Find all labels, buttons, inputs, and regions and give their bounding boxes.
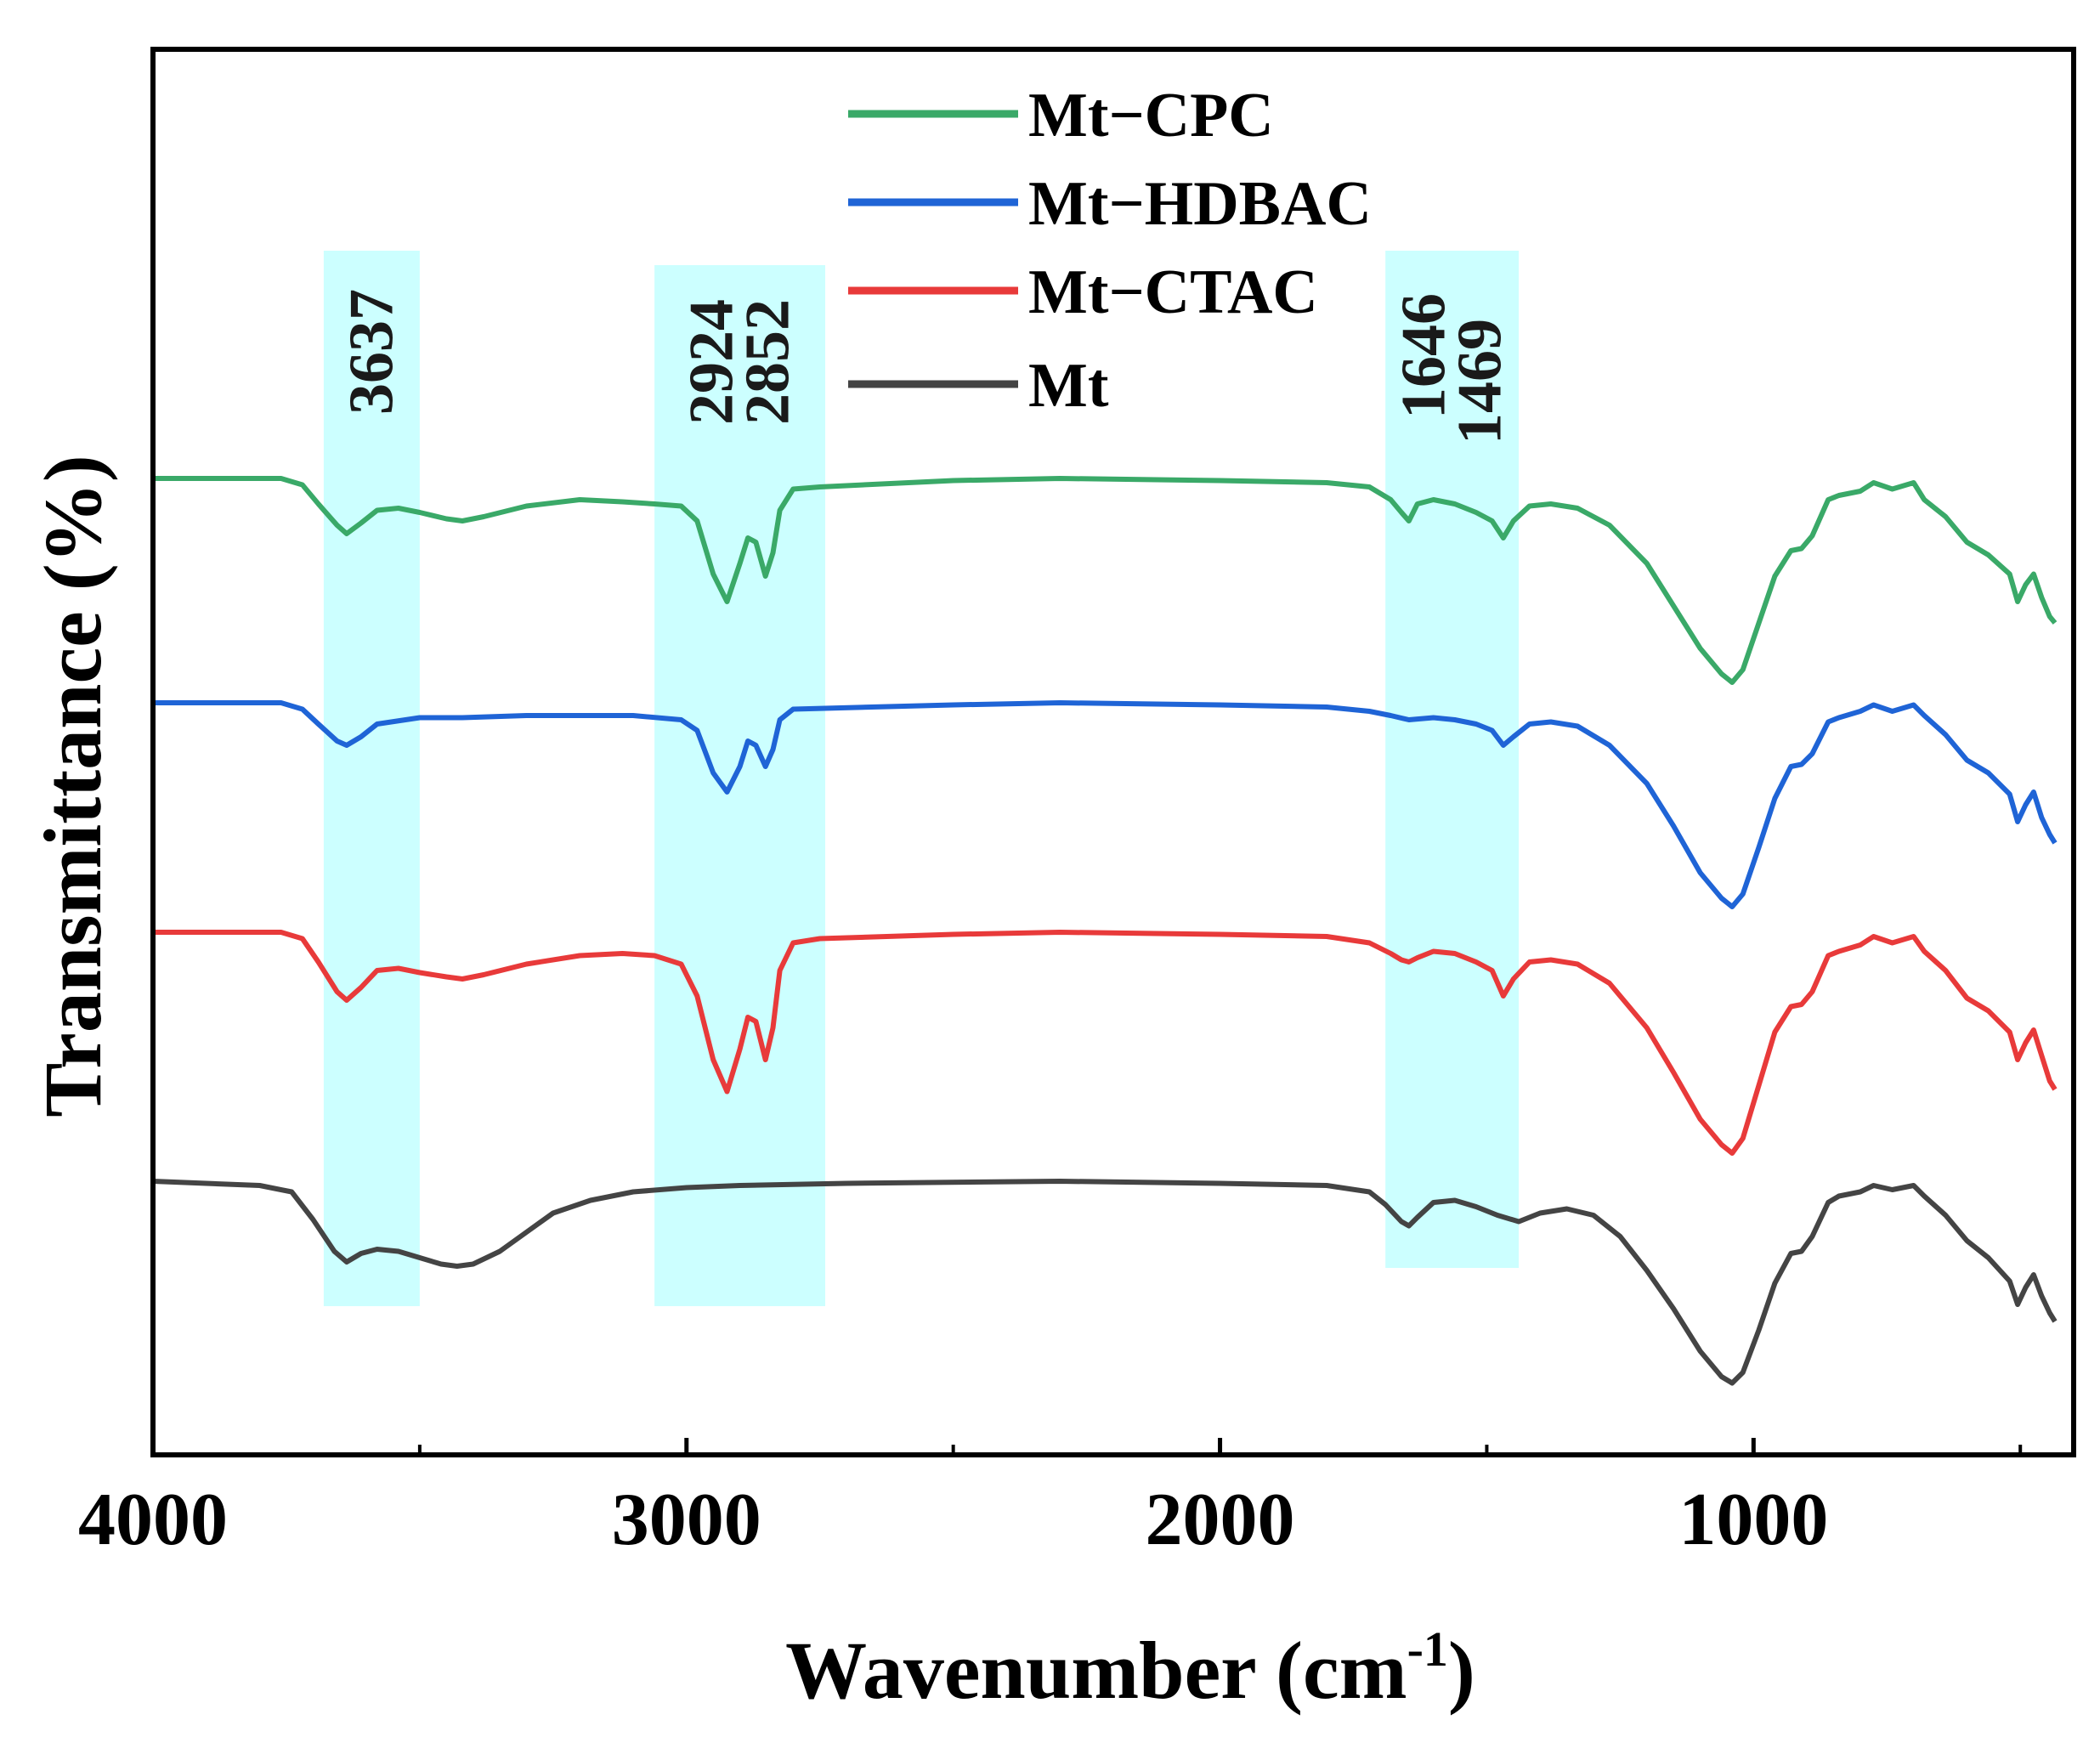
highlight-band (654, 265, 825, 1306)
series-line (152, 1179, 2058, 1386)
x-axis-title-sup: -1 (1407, 1621, 1448, 1677)
legend-label: Mt (1028, 351, 1109, 421)
series-lines (152, 476, 2058, 1386)
x-axis-title-main: Wavenumber (cm (785, 1625, 1407, 1716)
x-tick-label: 1000 (1678, 1479, 1828, 1561)
x-tick-label: 3000 (612, 1479, 761, 1561)
x-axis-ticks: 4000 3000 2000 1000 (78, 1438, 2023, 1561)
series-line (153, 476, 2058, 685)
series-line (153, 930, 2058, 1156)
peak-label: 2924 (677, 299, 747, 425)
highlight-bands (323, 251, 1520, 1306)
x-axis-title-close: ) (1448, 1625, 1475, 1716)
legend: Mt−CPC Mt−HDBAC Mt−CTAC Mt (848, 81, 1372, 421)
peak-label: 2852 (733, 299, 803, 425)
peak-label: 3637 (337, 289, 406, 415)
peak-label: 1646 (1390, 293, 1459, 419)
y-axis-title: Transmittance (%) (27, 455, 118, 1117)
legend-label: Mt−CPC (1028, 81, 1274, 150)
legend-label: Mt−CTAC (1028, 257, 1318, 327)
x-axis-title: Wavenumber (cm-1) (785, 1621, 1475, 1716)
series-line (153, 700, 2058, 909)
plot-frame (150, 47, 2076, 1457)
highlight-band (323, 251, 420, 1306)
highlight-band (1385, 251, 1520, 1268)
x-tick-label: 4000 (78, 1479, 228, 1561)
peak-label: 1469 (1446, 319, 1515, 444)
x-tick-label: 2000 (1146, 1479, 1295, 1561)
legend-label: Mt−HDBAC (1028, 169, 1372, 239)
